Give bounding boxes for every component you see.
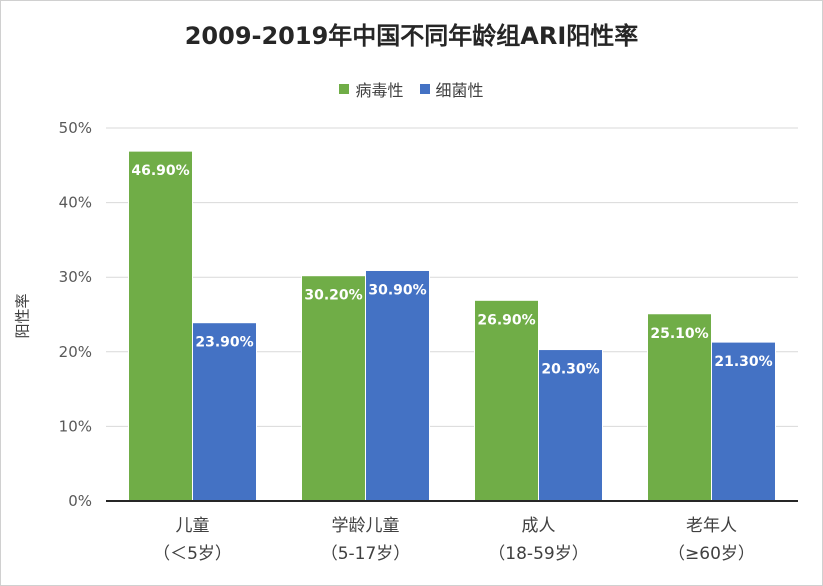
chart-title: 2009-2019年中国不同年龄组ARI阳性率 [184, 22, 639, 50]
y-tick-label: 10% [59, 417, 92, 435]
x-category-sublabel: （18-59岁） [488, 544, 588, 564]
data-label: 20.30% [541, 362, 599, 378]
legend-item-bacterial: 细菌性 [419, 77, 484, 101]
legend: 病毒性 细菌性 [0, 77, 823, 101]
x-category-sublabel: （5-17岁） [321, 544, 411, 564]
y-tick-label: 40% [59, 194, 92, 212]
bar [128, 150, 193, 502]
x-category-sublabel: （≥60岁） [668, 544, 755, 564]
bar [365, 269, 430, 502]
y-tick-label: 50% [59, 119, 92, 137]
x-category-label: 老年人 [686, 516, 737, 536]
x-category-sublabel: （＜5岁） [153, 544, 232, 564]
y-tick-label: 20% [59, 343, 92, 361]
legend-label-viral: 病毒性 [355, 81, 404, 100]
legend-label-bacterial: 细菌性 [435, 81, 484, 100]
legend-swatch-viral [339, 84, 350, 94]
data-label: 46.90% [131, 163, 189, 179]
bar [538, 349, 603, 502]
y-tick-label: 30% [59, 268, 92, 286]
legend-swatch-bacterial [419, 84, 430, 94]
bar [301, 275, 366, 502]
x-category-label: 学龄儿童 [332, 516, 400, 536]
data-label: 23.90% [195, 335, 253, 351]
bar [192, 322, 257, 502]
data-label: 30.90% [368, 282, 426, 298]
bar [647, 313, 712, 502]
data-label: 25.10% [650, 326, 708, 342]
legend-item-viral: 病毒性 [339, 77, 404, 101]
data-label: 26.90% [477, 312, 535, 328]
data-label: 30.20% [304, 288, 362, 304]
bar [474, 299, 539, 502]
x-category-label: 成人 [522, 516, 556, 536]
data-label: 21.30% [714, 354, 772, 370]
x-category-label: 儿童 [176, 516, 210, 536]
y-tick-label: 0% [68, 492, 92, 510]
bar [711, 341, 776, 502]
